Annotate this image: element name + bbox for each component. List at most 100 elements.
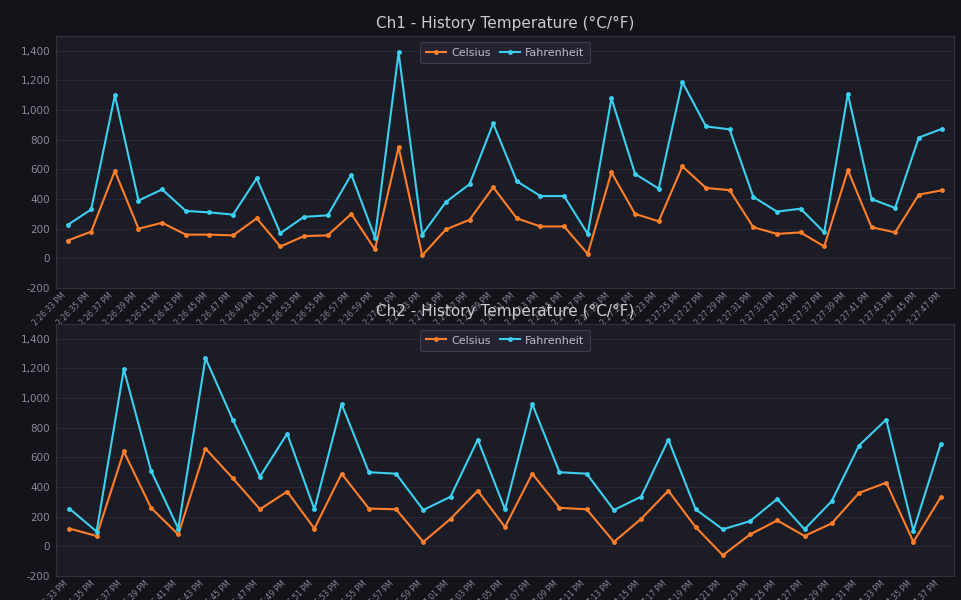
Celsius: [298, 233, 309, 240]
Fahrenheit: [322, 212, 333, 219]
Fahrenheit: [369, 234, 381, 241]
Celsius: [880, 479, 892, 486]
Celsius: [416, 252, 428, 259]
Fahrenheit: [133, 197, 144, 204]
Celsius: [346, 210, 357, 217]
Fahrenheit: [173, 525, 185, 532]
Fahrenheit: [558, 193, 570, 200]
Fahrenheit: [880, 416, 892, 423]
Fahrenheit: [724, 126, 735, 133]
Celsius: [472, 487, 483, 494]
Fahrenheit: [772, 496, 783, 503]
Celsius: [173, 531, 185, 538]
Celsius: [322, 232, 333, 239]
Celsius: [308, 525, 320, 532]
Celsius: [677, 163, 688, 170]
Fahrenheit: [663, 436, 675, 443]
Celsius: [629, 210, 641, 217]
Fahrenheit: [534, 193, 546, 200]
Celsius: [690, 523, 702, 530]
Celsius: [635, 515, 647, 523]
Fahrenheit: [799, 526, 810, 533]
Celsius: [701, 184, 712, 191]
Fahrenheit: [228, 211, 239, 218]
Celsius: [724, 187, 735, 194]
Fahrenheit: [635, 493, 647, 500]
Celsius: [282, 488, 293, 495]
Celsius: [228, 232, 239, 239]
Celsius: [86, 228, 97, 235]
Fahrenheit: [416, 231, 428, 238]
Celsius: [853, 490, 865, 497]
Fahrenheit: [677, 79, 688, 86]
Celsius: [748, 224, 759, 231]
Celsius: [440, 226, 452, 233]
Line: Celsius: Celsius: [67, 446, 943, 557]
Celsius: [608, 538, 620, 545]
Celsius: [133, 225, 144, 232]
Celsius: [527, 470, 538, 478]
Fahrenheit: [464, 181, 476, 188]
Celsius: [866, 224, 877, 231]
Fahrenheit: [90, 528, 103, 535]
Fahrenheit: [937, 125, 949, 132]
Celsius: [889, 229, 900, 236]
Celsius: [275, 243, 286, 250]
Celsius: [110, 167, 121, 175]
Fahrenheit: [511, 178, 523, 185]
Celsius: [663, 487, 675, 494]
Celsius: [445, 515, 456, 523]
Fahrenheit: [889, 205, 900, 212]
Legend: Celsius, Fahrenheit: Celsius, Fahrenheit: [420, 41, 590, 64]
Fahrenheit: [180, 208, 191, 215]
Fahrenheit: [582, 230, 594, 238]
Fahrenheit: [690, 506, 702, 513]
Celsius: [908, 538, 920, 545]
Celsius: [255, 506, 266, 513]
Fahrenheit: [251, 175, 262, 182]
Fahrenheit: [282, 430, 293, 437]
Celsius: [227, 475, 238, 482]
Celsius: [771, 230, 782, 238]
Fahrenheit: [86, 206, 97, 213]
Fahrenheit: [110, 92, 121, 99]
Fahrenheit: [554, 469, 565, 476]
Celsius: [251, 215, 262, 222]
Celsius: [826, 520, 838, 527]
Fahrenheit: [445, 493, 456, 500]
Celsius: [795, 229, 806, 236]
Fahrenheit: [298, 213, 309, 220]
Celsius: [369, 246, 381, 253]
Celsius: [487, 184, 499, 191]
Fahrenheit: [913, 134, 924, 141]
Celsius: [200, 445, 211, 452]
Celsius: [390, 506, 402, 513]
Fahrenheit: [819, 229, 830, 236]
Fahrenheit: [717, 526, 728, 533]
Fahrenheit: [629, 170, 641, 178]
Fahrenheit: [390, 470, 402, 478]
Celsius: [554, 504, 565, 511]
Fahrenheit: [853, 442, 865, 449]
Celsius: [717, 551, 728, 559]
Fahrenheit: [608, 506, 620, 514]
Fahrenheit: [63, 505, 75, 512]
Line: Fahrenheit: Fahrenheit: [67, 356, 943, 534]
Celsius: [336, 470, 348, 478]
Celsius: [745, 531, 756, 538]
Celsius: [500, 523, 511, 530]
Fahrenheit: [908, 527, 920, 535]
Celsius: [204, 231, 215, 238]
Celsius: [913, 191, 924, 198]
Fahrenheit: [826, 497, 838, 505]
Title: Ch1 - History Temperature (°C/°F): Ch1 - History Temperature (°C/°F): [376, 16, 634, 31]
Fahrenheit: [527, 400, 538, 407]
Celsius: [842, 167, 853, 174]
Fahrenheit: [255, 473, 266, 480]
Fahrenheit: [842, 90, 853, 97]
Celsius: [90, 532, 103, 539]
Celsius: [145, 504, 157, 511]
Fahrenheit: [440, 199, 452, 206]
Fahrenheit: [227, 416, 238, 423]
Fahrenheit: [346, 171, 357, 178]
